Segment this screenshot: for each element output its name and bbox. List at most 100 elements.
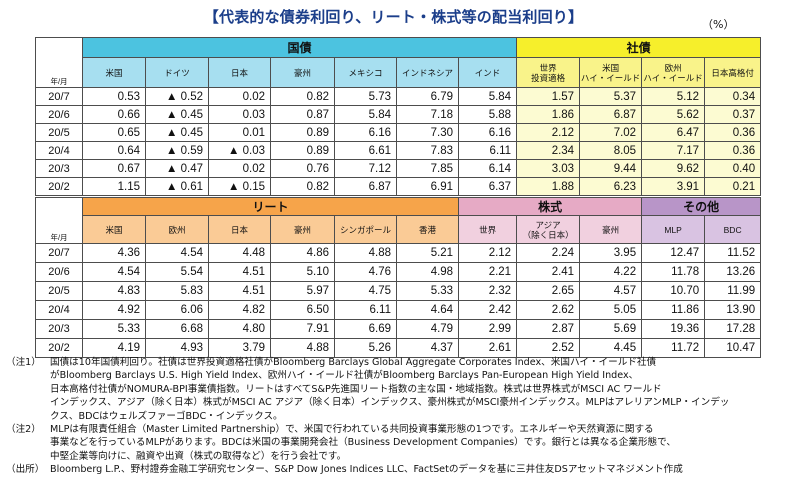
bond-value-cell: ▲ 0.03 [208,141,271,160]
bond-value-cell: 0.82 [270,87,335,106]
dividend-value-cell: 4.82 [208,300,271,320]
dividend-value-cell: 4.54 [82,262,146,282]
row-date-label: 20/2 [35,338,83,358]
bond-value-cell: 5.88 [457,105,518,124]
dividend-value-cell: 2.52 [516,338,581,358]
dividend-value-cell: 4.51 [208,281,271,301]
bond-value-cell: ▲ 0.47 [145,159,209,178]
note-item: （注2） MLPは有限責任組合（Master Limited Partnershi… [6,423,781,463]
bond-col-header: ドイツ [145,57,209,88]
dividend-value-cell: 4.98 [395,262,460,282]
dividend-value-cell: 6.50 [270,300,335,320]
dividend-value-cell: 6.11 [334,300,397,320]
dividend-value-cell: 6.06 [145,300,209,320]
bond-value-cell: 6.87 [579,105,643,124]
dividend-value-cell: 5.21 [395,243,460,263]
dividend-value-cell: 4.54 [145,243,209,263]
table-row: 20/3 0.67 ▲ 0.47 0.02 0.76 7.12 7.85 6.14 3.03 9.… [35,159,762,178]
equity-group-header: 株式 [458,197,643,216]
bond-col-header: メキシコ [334,57,397,88]
table-row: 20/7 4.36 4.54 4.48 4.86 4.88 5.21 2.12 2.24 3.95… [35,243,762,263]
dividend-value-cell: 4.92 [82,300,146,320]
row-date-label: 20/7 [35,87,83,106]
dividend-value-cell: 4.83 [82,281,146,301]
dividend-value-cell: 4.75 [334,281,397,301]
page-title: 【代表的な債券利回り、リート・株式等の配当利回り】 [203,8,584,26]
dividend-value-cell: 4.48 [208,243,271,263]
table-row: 20/3 5.33 6.68 4.80 7.91 6.69 4.79 2.99 2.87 5.69… [35,319,762,339]
bond-value-cell: 8.05 [579,141,643,160]
note-line: 事業などを行っているMLPがあります。BDCは米国の事業開発会社（Busines… [50,437,676,449]
dividend-col-header: 世界 [458,215,518,244]
dividend-value-cell: 4.64 [395,300,460,320]
dividend-value-cell: 3.95 [579,243,643,263]
dividend-value-cell: 4.57 [579,281,643,301]
bond-value-cell: 6.79 [396,87,459,106]
table-row: 20/2 1.15 ▲ 0.61 ▲ 0.15 0.82 6.87 6.91 6.37 1.88… [35,177,762,196]
note-label: （注1） [6,357,41,368]
dividend-col-header: 日本 [208,215,271,244]
dividend-value-cell: 3.79 [208,338,271,358]
bond-value-cell: 1.88 [516,177,581,196]
bond-value-cell: 2.34 [516,141,581,160]
bond-value-cell: 1.57 [516,87,581,106]
bond-col-header: インド [457,57,518,88]
bond-value-cell: 0.03 [208,105,271,124]
note-line: Bloomberg L.P.、野村證券金融工学研究センター、S&P Dow Jo… [50,464,683,476]
dividend-value-cell: 11.72 [641,338,706,358]
bond-value-cell: 5.73 [334,87,397,106]
dividend-value-cell: 4.76 [334,262,397,282]
bond-value-cell: 5.62 [641,105,706,124]
bond-value-cell: 7.02 [579,123,643,142]
dividend-yield-table: 年/月 リート 株式 その他 米国 欧州 日本 豪州 シンガポール 香港 世界 アジア （除く日… [35,197,762,358]
bond-value-cell: ▲ 0.61 [145,177,209,196]
note-item: （出所） Bloomberg L.P.、野村證券金融工学研究センター、S&P Do… [6,463,781,476]
bond-value-cell: 3.03 [516,159,581,178]
dividend-value-cell: 6.68 [145,319,209,339]
bond-value-cell: 5.37 [579,87,643,106]
bond-value-cell: 0.02 [208,87,271,106]
dividend-col-header: BDC [704,215,762,244]
dividend-value-cell: 2.42 [458,300,518,320]
note-item: （注1） 国債は10年国債利回り。社債は世界投資適格社債がBloomberg Ba… [6,356,781,423]
bond-value-cell: ▲ 0.52 [145,87,209,106]
dividend-col-header: シンガポール [334,215,397,244]
bond-col-header: 豪州 [270,57,335,88]
dividend-value-cell: 4.37 [395,338,460,358]
dividend-value-cell: 4.45 [579,338,643,358]
row-date-label: 20/7 [35,243,83,263]
bond-value-cell: 5.84 [334,105,397,124]
bond-value-cell: 1.15 [82,177,146,196]
dividend-col-header: 欧州 [145,215,209,244]
note-line: 中堅企業等向けに、融資や出資（株式の取得など）を行う会社です。 [50,450,347,462]
bond-value-cell: 0.02 [208,159,271,178]
dividend-value-cell: 5.69 [579,319,643,339]
row-date-label: 20/5 [35,123,83,142]
dividend-value-cell: 5.97 [270,281,335,301]
bond-col-header: 日本 [208,57,271,88]
bond-value-cell: 0.34 [704,87,762,106]
govt-bond-group-header: 国債 [81,37,518,58]
dividend-value-cell: 10.70 [641,281,706,301]
dividend-value-cell: 5.33 [82,319,146,339]
note-label: （注2） [6,424,41,436]
dividend-value-cell: 2.32 [458,281,518,301]
bond-value-cell: 0.89 [270,123,335,142]
dividend-value-cell: 6.69 [334,319,397,339]
dividend-value-cell: 4.88 [334,243,397,263]
bond-col-header: 米国 ハイ・イールド [579,57,643,88]
dividend-col-header: MLP [641,215,706,244]
bond-value-cell: 3.91 [641,177,706,196]
row-date-label: 20/3 [35,159,83,178]
bond-value-cell: ▲ 0.15 [208,177,271,196]
dividend-value-cell: 10.47 [704,338,762,358]
dividend-value-cell: 5.05 [579,300,643,320]
bond-value-cell: 5.12 [641,87,706,106]
dividend-value-cell: 2.87 [516,319,581,339]
note-line: クス、BDCはウェルズファーゴBDC・インデックス。 [50,410,283,422]
bond-value-cell: 0.82 [270,177,335,196]
bond-value-cell: 6.91 [396,177,459,196]
bond-value-cell: 7.12 [334,159,397,178]
note-line: がBloomberg Barclays U.S. High Yield Inde… [50,370,639,382]
bond-col-header: 世界 投資適格 [516,57,581,88]
